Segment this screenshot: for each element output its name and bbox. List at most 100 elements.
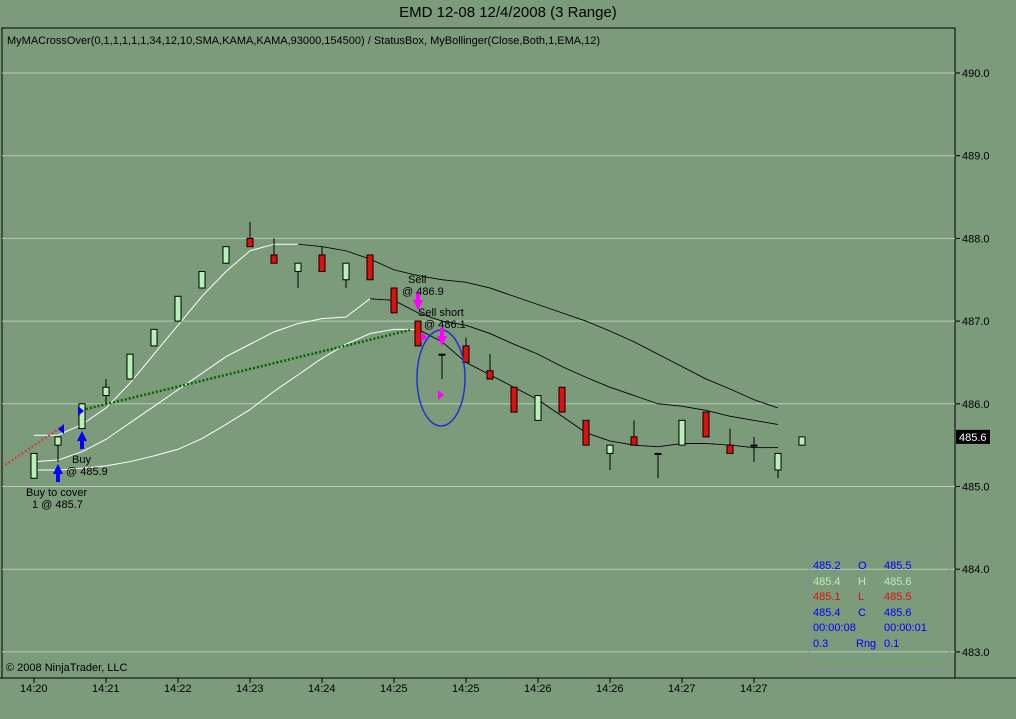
candle-down [246,237,254,248]
candle-up [126,353,134,380]
y-tick-label: 487.0 [962,316,990,328]
candle-down [582,419,590,446]
status-right: 485.5 [884,591,912,603]
candle-up [774,452,782,471]
status-box: 485.2 O 485.5 485.4 H 485.6 485.1 L 485.5 485.4 C 4… [809,555,950,671]
candle-down [702,411,710,438]
cross-marker-icon [58,424,64,434]
candle-down [462,345,470,363]
copyright: © 2008 NinjaTrader, LLC [6,662,128,674]
cross-marker-icon [78,406,84,416]
sell-arrow-icon [413,292,423,310]
status-left: 00:00:08 [813,622,856,634]
candle-down [558,386,566,413]
y-tick-label: 484.0 [962,564,990,576]
y-tick-label: 486.0 [962,399,990,411]
status-right: 485.6 [884,575,912,588]
candle-down [270,254,278,264]
annotation-price: @ 485.9 [66,466,108,478]
chart-title: EMD 12-08 12/4/2008 (3 Range) [399,4,617,21]
candle-down [630,436,638,446]
candle-down [366,254,374,281]
candle-down [390,287,398,314]
status-mid: O [858,560,867,572]
annotation-label: Sell [408,274,426,286]
y-tick-label: 490.0 [962,68,990,80]
candle-up [654,452,662,455]
status-right: 0.1 [884,637,900,650]
candle-down [726,444,734,454]
candle-up [798,436,806,446]
highlight-ellipse [416,329,466,427]
x-tick-label: 14:24 [308,683,336,695]
annotation-price: 1 @ 485.7 [32,499,83,511]
status-left: 0.3 [813,637,829,650]
series-lower [34,328,778,471]
status-mid: Rng [856,637,877,650]
candle-up [678,419,686,446]
candle-down [486,370,494,380]
x-tick-label: 14:25 [380,683,408,695]
x-tick-label: 14:23 [236,683,264,695]
candle-up [54,436,62,446]
status-left: 485.2 [813,560,841,572]
y-tick-label: 485.0 [962,482,990,494]
buy-arrow-icon [77,431,87,449]
last-price-label: 485.6 [959,432,987,444]
y-tick-label: 483.0 [962,647,990,659]
x-tick-label: 14:26 [524,683,552,695]
status-left: 485.4 [813,575,841,588]
cross-marker-icon [438,390,444,400]
x-tick-label: 14:21 [92,683,120,695]
candle-down [414,320,422,347]
last-price-badge [956,429,990,444]
annotation-label: Buy [72,454,91,466]
series-middle-trend [369,298,779,425]
candle-up [342,262,350,281]
status-right: 00:00:01 [884,622,927,634]
y-tick-label: 488.0 [962,233,990,245]
series-middle [33,298,779,463]
sell-short-arrow-icon [437,328,447,346]
x-tick-label: 14:20 [20,683,48,695]
indicator-label: MyMACrossOver(0,1,1,1,1,1,34,12,10,SMA,K… [7,35,601,47]
x-tick-label: 14:27 [740,683,768,695]
candle-up [606,444,614,454]
candle-up [198,270,206,289]
status-mid: H [858,575,866,588]
status-left: 485.4 [813,606,841,619]
x-tick-label: 14:26 [596,683,624,695]
candle-up [30,452,38,479]
candle-up [150,328,158,347]
buy-to-cover-arrow-icon [53,464,63,482]
candle-up [174,295,182,322]
annotation-price: @ 486.9 [402,286,444,298]
candle-up [750,444,758,447]
x-tick-label: 14:22 [164,683,192,695]
annotation-price: @ 486.1 [424,319,466,331]
annotation-label: Buy to cover [26,487,87,499]
x-tick-label: 14:25 [452,683,480,695]
crossover-line-red [4,426,61,467]
cross-marker-icon [421,332,427,342]
status-right: 485.5 [884,560,912,572]
candle-up [222,246,230,264]
candle-up [534,395,542,421]
candle-up [78,403,86,430]
candle-down [318,254,326,272]
candle-up [294,262,302,272]
series-lower-trend [417,328,778,449]
status-mid: C [858,606,866,619]
annotation-label: Sell short [418,307,464,319]
x-tick-label: 14:27 [668,683,696,695]
crossover-line-green [81,328,411,412]
status-left: 485.1 [813,591,841,603]
y-tick-label: 489.0 [962,151,990,163]
candle-down [510,386,518,413]
status-mid: L [858,591,865,603]
series-upper-trend [297,243,779,409]
candle-up [438,353,446,356]
candle-up [102,386,110,397]
status-right: 485.6 [884,606,912,619]
